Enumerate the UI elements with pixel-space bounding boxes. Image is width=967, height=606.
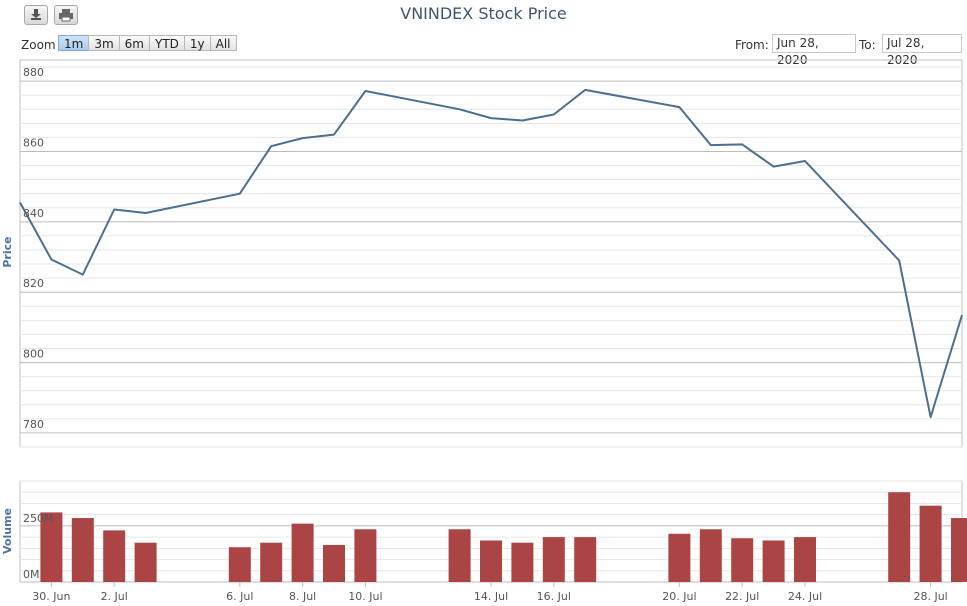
print-icon (59, 9, 73, 22)
volume-bar (762, 540, 785, 582)
x-tick-label: 20. Jul (662, 590, 696, 603)
x-tick-label: 14. Jul (474, 590, 508, 603)
price-axis-title: Price (1, 236, 14, 267)
x-tick-label: 10. Jul (348, 590, 382, 603)
x-tick-label: 2. Jul (101, 590, 128, 603)
price-tick-label: 840 (23, 207, 44, 220)
print-button[interactable] (54, 5, 78, 25)
x-axis-labels: 30. Jun 2. Jul 6. Jul 8. Jul 10. Jul 14. Jul 1… (32, 582, 948, 603)
volume-bar (323, 544, 345, 582)
y-axis-labels: 780 800 820 840 860 880 0M 250M (23, 66, 54, 581)
x-tick-label: 30. Jun (32, 590, 70, 603)
zoom-ytd-button[interactable]: YTD (148, 35, 185, 51)
volume-bar (228, 547, 251, 582)
x-tick-label: 22. Jul (725, 590, 759, 603)
volume-bar (134, 542, 157, 582)
volume-bar (71, 518, 94, 582)
volume-axis-title: Volume (1, 508, 14, 554)
x-tick-label: 8. Jul (289, 590, 316, 603)
price-series (19, 88, 963, 419)
to-label: To: (859, 38, 876, 52)
volume-bar (951, 518, 967, 582)
price-line (19, 88, 963, 419)
volume-bar (511, 542, 534, 582)
x-tick-label: 24. Jul (788, 590, 822, 603)
price-gridlines (19, 59, 963, 448)
volume-bar (480, 540, 502, 582)
price-tick-label: 820 (23, 277, 44, 290)
price-tick-label: 860 (23, 136, 44, 149)
download-icon (31, 9, 41, 20)
volume-bar (291, 523, 314, 582)
price-tick-label: 880 (23, 66, 44, 79)
volume-bars (40, 492, 967, 582)
volume-bar (448, 529, 471, 582)
volume-bar (731, 538, 754, 582)
x-tick-label: 28. Jul (913, 590, 947, 603)
volume-bar (354, 529, 377, 582)
zoom-1m-button[interactable]: 1m (58, 35, 90, 51)
zoom-all-button[interactable]: All (209, 35, 237, 51)
volume-bar (542, 537, 565, 582)
chart-title: VNINDEX Stock Price (400, 4, 567, 23)
volume-bar (103, 530, 126, 582)
from-label: From: (735, 38, 769, 52)
price-tick-label: 780 (23, 418, 44, 431)
zoom-label: Zoom (21, 38, 56, 52)
volume-bar (794, 537, 816, 582)
volume-bar (668, 533, 691, 582)
zoom-1y-button[interactable]: 1y (183, 35, 211, 51)
price-tick-label: 800 (23, 348, 44, 361)
volume-bar (574, 537, 597, 582)
volume-tick-label: 0M (23, 568, 40, 581)
download-button[interactable] (24, 5, 48, 25)
volume-bar (260, 542, 283, 582)
x-tick-label: 6. Jul (226, 590, 253, 603)
volume-bar (919, 505, 942, 582)
volume-bar (40, 512, 63, 582)
volume-tick-label: 250M (23, 512, 54, 525)
x-tick-label: 16. Jul (537, 590, 571, 603)
zoom-button-group: 1m 3m 6m YTD 1y All (58, 35, 237, 53)
zoom-3m-button[interactable]: 3m (88, 35, 120, 51)
volume-bar (888, 492, 911, 582)
volume-bar (699, 529, 722, 582)
